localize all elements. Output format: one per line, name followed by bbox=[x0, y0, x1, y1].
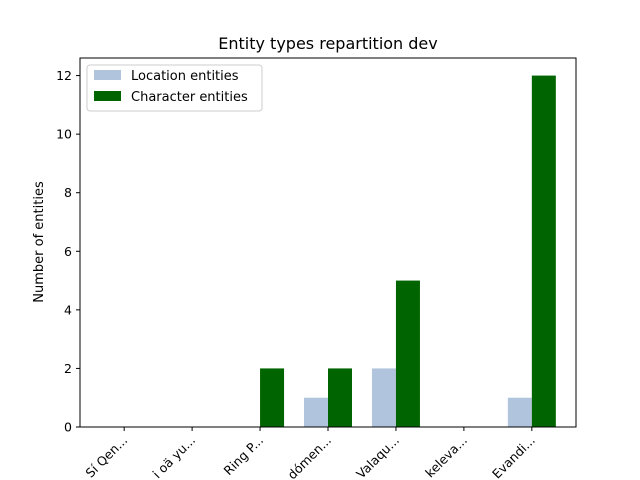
legend-swatch bbox=[94, 70, 121, 80]
bar-character-3 bbox=[328, 368, 352, 427]
bar-location-6 bbox=[507, 397, 532, 427]
legend: Location entities Character entities bbox=[86, 64, 263, 112]
legend-label: Character entities bbox=[131, 90, 248, 105]
y-tick-label: 10 bbox=[56, 127, 72, 142]
y-tick-label: 8 bbox=[64, 185, 72, 200]
y-tick-label: 0 bbox=[64, 420, 72, 435]
legend-label: Location entities bbox=[131, 69, 239, 84]
chart-title: Entity types repartition dev bbox=[218, 34, 438, 53]
legend-swatch bbox=[94, 91, 121, 101]
y-axis-label: Number of entities bbox=[32, 181, 47, 303]
y-axis: 0 2 4 6 8 10 12 bbox=[56, 68, 80, 435]
y-tick-label: 12 bbox=[56, 68, 72, 83]
y-tick-label: 2 bbox=[64, 361, 72, 376]
bar-character-6 bbox=[531, 75, 556, 428]
bar-character-2 bbox=[260, 368, 285, 427]
legend-box bbox=[86, 64, 263, 112]
bar-location-4 bbox=[371, 368, 396, 427]
bar-character-4 bbox=[395, 280, 420, 427]
bars-layer bbox=[260, 75, 556, 428]
y-tick-label: 6 bbox=[64, 244, 72, 259]
plot-frame bbox=[79, 57, 577, 428]
bar-location-3 bbox=[304, 397, 328, 427]
y-tick-label: 4 bbox=[64, 302, 72, 317]
